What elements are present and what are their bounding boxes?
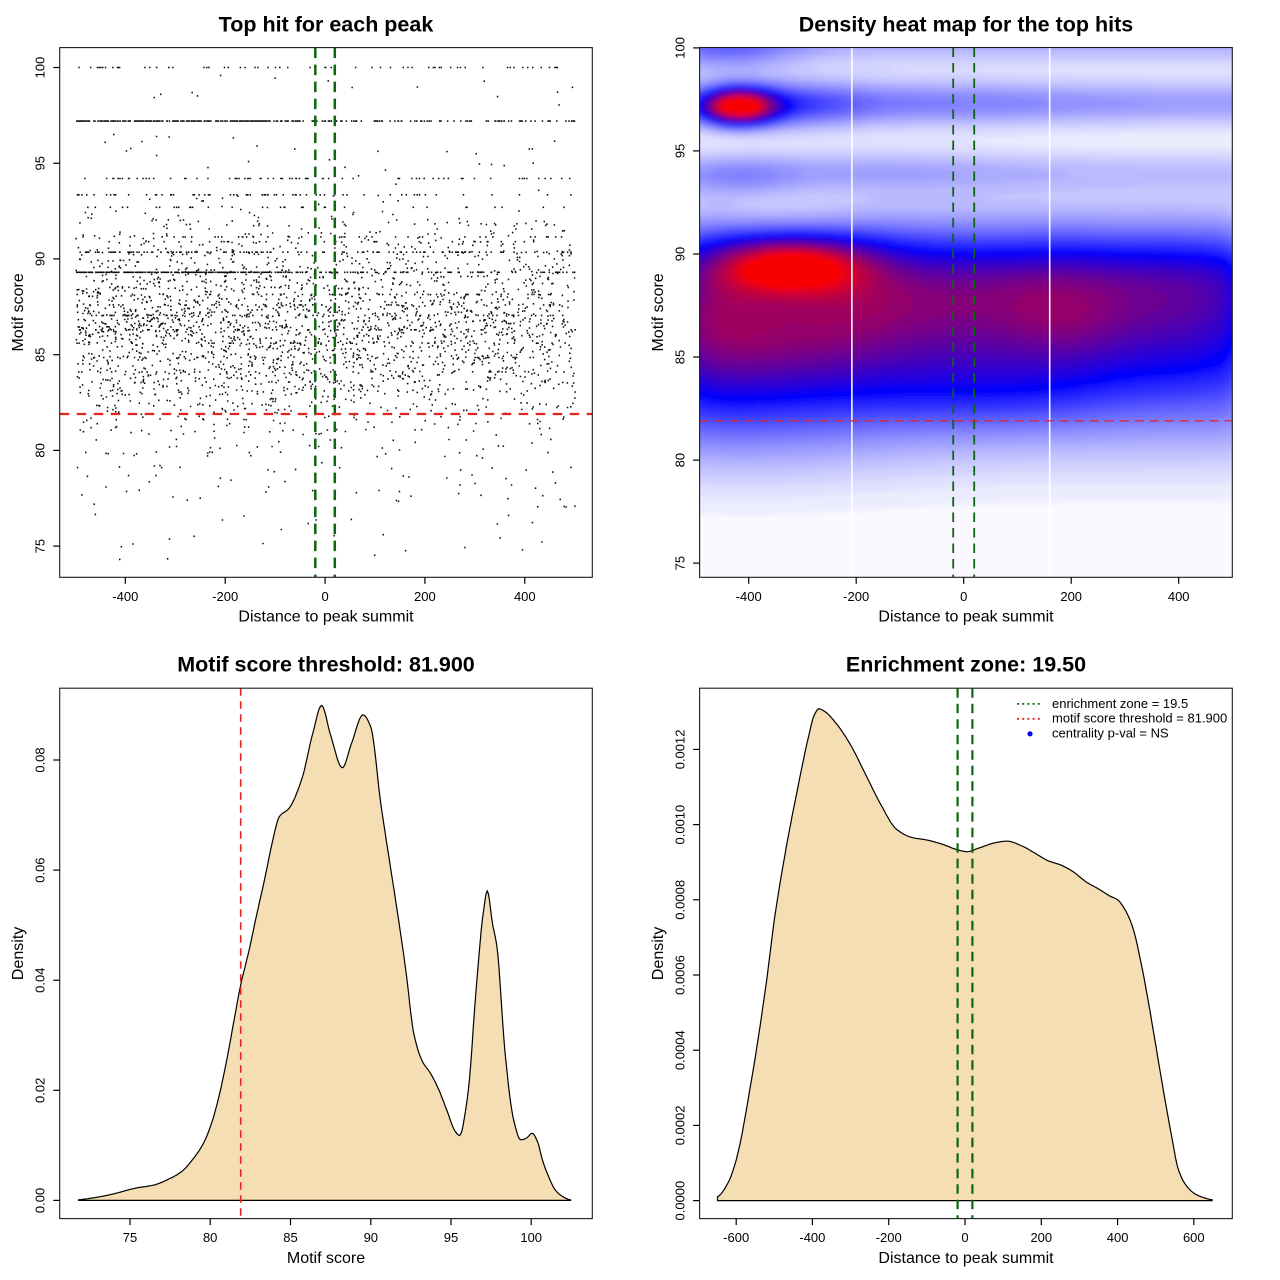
svg-text:-400: -400 xyxy=(799,1230,825,1245)
svg-text:0.00: 0.00 xyxy=(33,1188,48,1213)
svg-text:-400: -400 xyxy=(736,589,762,604)
svg-text:0.0010: 0.0010 xyxy=(673,805,688,845)
svg-text:85: 85 xyxy=(673,350,688,364)
svg-text:75: 75 xyxy=(673,556,688,570)
svg-text:-600: -600 xyxy=(723,1230,749,1245)
svg-text:90: 90 xyxy=(673,247,688,261)
svg-text:0: 0 xyxy=(321,589,328,604)
svg-text:0.04: 0.04 xyxy=(33,968,48,993)
svg-text:400: 400 xyxy=(1168,589,1190,604)
svg-text:Distance to peak summit: Distance to peak summit xyxy=(878,1250,1054,1267)
svg-text:90: 90 xyxy=(33,252,48,266)
svg-text:200: 200 xyxy=(1060,589,1082,604)
svg-text:0.0008: 0.0008 xyxy=(673,880,688,920)
svg-text:0: 0 xyxy=(960,589,967,604)
svg-text:0.0002: 0.0002 xyxy=(673,1106,688,1146)
svg-text:95: 95 xyxy=(33,156,48,170)
svg-text:0.02: 0.02 xyxy=(33,1078,48,1103)
svg-text:400: 400 xyxy=(514,589,536,604)
svg-text:-200: -200 xyxy=(212,589,238,604)
svg-text:Density: Density xyxy=(650,927,667,980)
svg-text:Distance to peak summit: Distance to peak summit xyxy=(878,609,1054,626)
svg-text:100: 100 xyxy=(33,57,48,79)
svg-text:0.0012: 0.0012 xyxy=(673,730,688,770)
svg-text:0.0006: 0.0006 xyxy=(673,955,688,995)
svg-text:75: 75 xyxy=(33,539,48,553)
svg-text:95: 95 xyxy=(673,144,688,158)
svg-text:100: 100 xyxy=(520,1230,542,1245)
svg-text:Distance to peak summit: Distance to peak summit xyxy=(238,609,414,626)
svg-text:600: 600 xyxy=(1183,1230,1205,1245)
svg-text:0: 0 xyxy=(961,1230,968,1245)
svg-text:0.06: 0.06 xyxy=(33,857,48,882)
svg-text:400: 400 xyxy=(1107,1230,1129,1245)
svg-text:Motif score: Motif score xyxy=(287,1250,365,1267)
svg-text:200: 200 xyxy=(414,589,436,604)
svg-text:Motif score: Motif score xyxy=(650,273,667,351)
svg-text:enrichment zone = 19.5: enrichment zone = 19.5 xyxy=(1052,696,1188,711)
svg-text:200: 200 xyxy=(1030,1230,1052,1245)
svg-text:-400: -400 xyxy=(112,589,138,604)
svg-text:Motif score threshold: 81.900: Motif score threshold: 81.900 xyxy=(177,653,475,677)
svg-text:Top hit for each peak: Top hit for each peak xyxy=(219,13,434,37)
svg-text:80: 80 xyxy=(673,453,688,467)
svg-text:0.08: 0.08 xyxy=(33,747,48,772)
svg-text:85: 85 xyxy=(283,1230,297,1245)
svg-text:85: 85 xyxy=(33,347,48,361)
svg-text:80: 80 xyxy=(33,443,48,457)
svg-text:Density: Density xyxy=(10,927,27,980)
svg-text:-200: -200 xyxy=(876,1230,902,1245)
svg-text:75: 75 xyxy=(123,1230,137,1245)
svg-text:Density heat map for the top h: Density heat map for the top hits xyxy=(799,13,1134,37)
svg-text:Motif score: Motif score xyxy=(10,273,27,351)
svg-text:0.0000: 0.0000 xyxy=(673,1181,688,1221)
svg-text:90: 90 xyxy=(364,1230,378,1245)
svg-text:80: 80 xyxy=(203,1230,217,1245)
svg-text:-200: -200 xyxy=(843,589,869,604)
svg-text:95: 95 xyxy=(444,1230,458,1245)
svg-text:motif score threshold = 81.900: motif score threshold = 81.900 xyxy=(1052,711,1227,726)
svg-text:0.0004: 0.0004 xyxy=(673,1030,688,1070)
svg-text:Enrichment zone: 19.50: Enrichment zone: 19.50 xyxy=(846,653,1086,677)
svg-text:centrality p-val = NS: centrality p-val = NS xyxy=(1052,726,1169,741)
svg-text:100: 100 xyxy=(673,37,688,59)
